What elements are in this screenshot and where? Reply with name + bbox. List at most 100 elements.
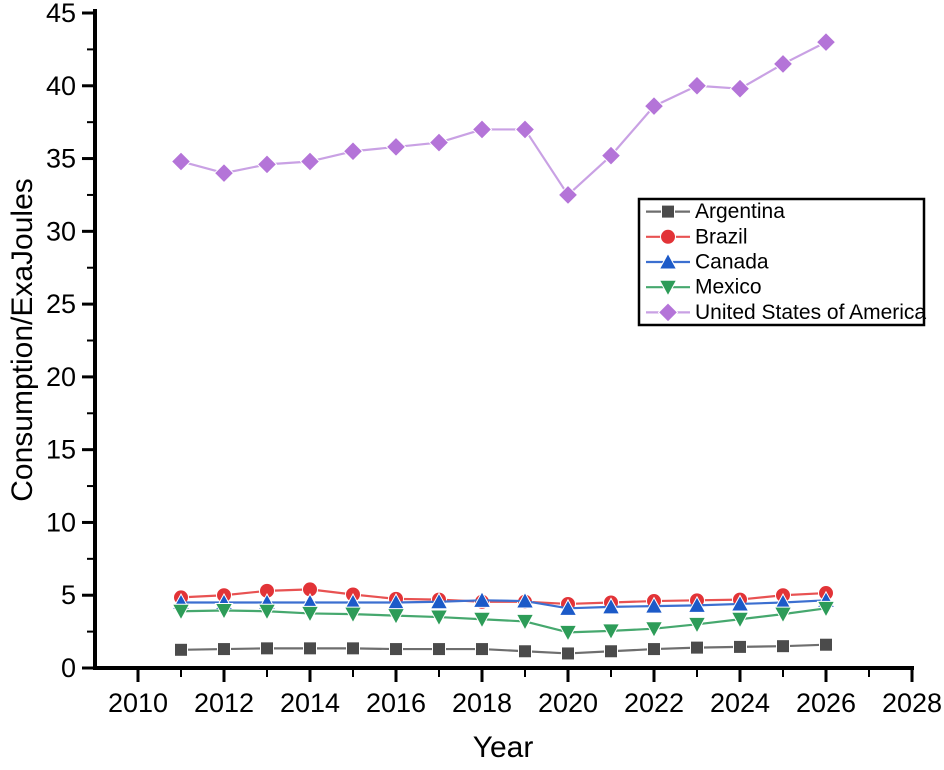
mexico-marker — [472, 611, 492, 629]
y-axis-tick-label: 45 — [46, 0, 76, 28]
canada-marker — [730, 594, 750, 612]
legend-item-brazil: Brazil — [646, 225, 748, 248]
united-states-of-america-marker — [342, 141, 364, 162]
canada-line — [181, 599, 827, 610]
argentina-marker — [819, 637, 833, 652]
united-states-of-america-marker — [729, 78, 751, 99]
x-axis-tick-label: 2012 — [194, 688, 254, 718]
united-states-of-america-marker — [643, 95, 665, 117]
argentina-marker — [432, 642, 446, 657]
y-axis-tick-label: 25 — [46, 289, 76, 319]
united-states-of-america-marker — [686, 75, 708, 96]
argentina-line — [180, 643, 827, 655]
mexico-legend-marker — [658, 279, 678, 297]
mexico-legend-label: Mexico — [695, 276, 762, 299]
x-axis-tick-label: 2026 — [796, 688, 856, 718]
x-axis-tick-label: 2010 — [108, 688, 168, 718]
argentina-marker — [647, 642, 661, 657]
argentina-marker — [475, 642, 489, 657]
mexico-marker — [601, 623, 621, 641]
legend-item-mexico: Mexico — [646, 276, 762, 299]
series-layer — [170, 31, 837, 661]
united-states-of-america-marker — [772, 53, 794, 75]
series-mexico — [171, 600, 836, 642]
axes: 0 5 10 15 20 25 30 35 40 45 2010 2012 2014 2016 2018 20… — [46, 0, 942, 718]
mexico-marker — [429, 609, 449, 627]
mexico-marker — [386, 608, 406, 626]
mexico-marker — [730, 611, 750, 629]
argentina-marker — [776, 639, 790, 654]
canada-marker — [687, 595, 707, 613]
mexico-marker — [171, 603, 191, 621]
canada-legend-label: Canada — [695, 251, 769, 274]
y-axis-tick-label: 30 — [46, 216, 76, 246]
x-axis-tick-label: 2024 — [710, 688, 770, 718]
y-axis-tick-label: 40 — [46, 71, 76, 101]
mexico-marker — [214, 603, 234, 621]
mexico-marker — [644, 621, 664, 639]
argentina-marker — [174, 642, 188, 657]
united-states-of-america-marker — [256, 154, 278, 175]
brazil-legend-marker — [660, 228, 676, 245]
united-states-of-america-marker — [299, 151, 321, 172]
mexico-marker — [300, 605, 320, 623]
argentina-marker — [690, 640, 704, 655]
y-axis-tick-label: 20 — [46, 362, 76, 392]
united-states-of-america-marker — [471, 119, 493, 140]
x-axis-tick-label: 2028 — [882, 688, 942, 718]
canada-marker — [644, 596, 664, 614]
mexico-marker — [343, 606, 363, 624]
canada-marker — [429, 592, 449, 610]
x-axis-tick-label: 2016 — [366, 688, 426, 718]
canada-marker — [558, 598, 578, 616]
argentina-marker — [346, 641, 360, 656]
mexico-marker — [816, 600, 836, 618]
argentina-marker — [217, 642, 231, 657]
x-axis-title: Year — [473, 731, 534, 764]
legend-item-argentina: Argentina — [646, 200, 785, 223]
x-axis-tick-label: 2018 — [452, 688, 512, 718]
united-states-of-america-line — [180, 41, 827, 197]
united-states-of-america-marker — [170, 151, 192, 172]
mexico-line — [180, 607, 827, 634]
united-states-of-america-marker — [385, 136, 407, 158]
canada-marker — [472, 590, 492, 608]
argentina-marker — [561, 646, 575, 661]
y-axis-tick-label: 35 — [46, 144, 76, 174]
series-argentina — [174, 637, 833, 661]
argentina-marker — [303, 641, 317, 656]
united-states-of-america-marker — [514, 119, 536, 140]
united-states-of-america-marker — [428, 132, 450, 153]
canada-marker — [515, 591, 535, 609]
canada-legend-marker — [658, 252, 678, 270]
argentina-marker — [733, 639, 747, 654]
axis-spines — [93, 9, 914, 670]
y-axis-tick-label: 15 — [46, 435, 76, 465]
mexico-marker — [257, 603, 277, 621]
united-states-of-america-marker — [815, 31, 837, 53]
mexico-marker — [687, 616, 707, 634]
canada-marker — [601, 597, 621, 615]
x-axis-tick-label: 2020 — [538, 688, 598, 718]
y-axis-title: Consumption/ExaJoules — [6, 178, 39, 502]
united-states-of-america-marker — [557, 184, 579, 206]
brazil-legend-label: Brazil — [695, 225, 748, 248]
legend-item-canada: Canada — [646, 251, 769, 274]
x-axis-tick-label: 2014 — [280, 688, 340, 718]
series-united-states-of-america — [170, 31, 837, 206]
argentina-marker — [518, 644, 532, 659]
argentina-marker — [260, 641, 274, 656]
argentina-marker — [604, 644, 618, 659]
mexico-marker — [515, 613, 535, 631]
argentina-legend-marker — [661, 204, 675, 219]
united-states-of-america-marker — [600, 145, 622, 166]
y-axis-tick-label: 0 — [61, 653, 76, 683]
argentina-legend-label: Argentina — [695, 200, 785, 223]
united-states-of-america-marker — [213, 162, 235, 184]
y-axis-tick-label: 10 — [46, 507, 76, 537]
mexico-marker — [558, 624, 578, 642]
legend-item-united-states-of-america: United States of America — [646, 301, 926, 324]
